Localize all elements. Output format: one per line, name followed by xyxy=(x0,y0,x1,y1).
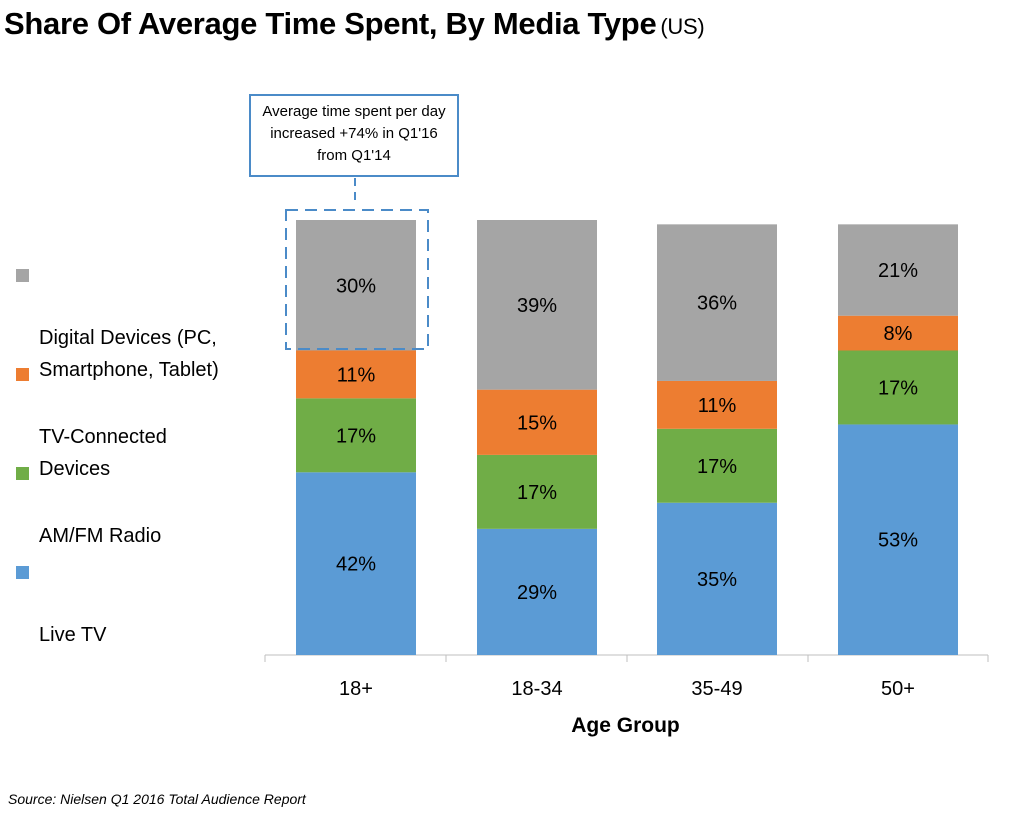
bar-digital-devices-pc-smartphone-tablet-18 xyxy=(296,220,416,351)
data-label-live-tv-50: 53% xyxy=(878,530,918,552)
legend-item-tv-connected: TV-Connected Devices xyxy=(16,357,299,517)
x-tick-label-18: 18+ xyxy=(339,678,373,700)
x-tick-label-50: 50+ xyxy=(881,678,915,700)
data-label-am-fm-radio-35-49: 17% xyxy=(697,456,737,478)
x-tick-label-35-49: 35-49 xyxy=(691,678,742,700)
bar-tv-connected-devices-18 xyxy=(296,350,416,399)
legend-swatch-digital-devices xyxy=(16,269,29,282)
bar-tv-connected-devices-18-34 xyxy=(477,389,597,455)
legend-label-amfm-radio: AM/FM Radio xyxy=(39,525,162,547)
bar-am-fm-radio-18 xyxy=(296,398,416,473)
bar-live-tv-50 xyxy=(838,424,958,655)
data-label-tv-connected-devices-50: 8% xyxy=(884,323,913,345)
bar-digital-devices-pc-smartphone-tablet-35-49 xyxy=(657,224,777,381)
legend-label-digital-devices: Digital Devices (PC, Smartphone, Tablet) xyxy=(39,327,219,381)
data-label-tv-connected-devices-35-49: 11% xyxy=(698,395,737,417)
bar-live-tv-18-34 xyxy=(477,528,597,655)
bar-live-tv-35-49 xyxy=(657,502,777,655)
data-label-live-tv-18: 42% xyxy=(336,554,376,576)
data-label-am-fm-radio-18: 17% xyxy=(336,425,376,447)
bar-digital-devices-pc-smartphone-tablet-50 xyxy=(838,224,958,316)
data-label-digital-devices-pc-smartphone-tablet-18-34: 39% xyxy=(517,295,557,317)
bar-am-fm-radio-50 xyxy=(838,350,958,425)
chart-title-text: Share Of Average Time Spent, By Media Ty… xyxy=(4,6,657,41)
legend-item-digital-devices: Digital Devices (PC, Smartphone, Tablet) xyxy=(16,258,299,418)
data-label-am-fm-radio-50: 17% xyxy=(878,377,918,399)
legend-label-tv-connected: TV-Connected Devices xyxy=(39,426,167,480)
data-label-tv-connected-devices-18: 11% xyxy=(337,364,376,386)
legend-swatch-amfm-radio xyxy=(16,467,29,480)
data-label-live-tv-35-49: 35% xyxy=(697,569,737,591)
data-label-digital-devices-pc-smartphone-tablet-35-49: 36% xyxy=(697,293,737,315)
data-label-digital-devices-pc-smartphone-tablet-50: 21% xyxy=(878,260,918,282)
bar-am-fm-radio-35-49 xyxy=(657,428,777,503)
bar-live-tv-18 xyxy=(296,472,416,655)
x-tick-label-18-34: 18-34 xyxy=(511,678,562,700)
data-label-tv-connected-devices-18-34: 15% xyxy=(517,412,557,434)
legend-label-live-tv: Live TV xyxy=(39,624,107,646)
source-note: Source: Nielsen Q1 2016 Total Audience R… xyxy=(8,791,306,807)
chart-title: Share Of Average Time Spent, By Media Ty… xyxy=(4,6,705,42)
callout-annotation: Average time spent per day increased +74… xyxy=(249,94,459,177)
bar-tv-connected-devices-50 xyxy=(838,315,958,351)
legend-item-live-tv: Live TV xyxy=(16,555,299,683)
bar-digital-devices-pc-smartphone-tablet-18-34 xyxy=(477,220,597,390)
legend-item-amfm-radio: AM/FM Radio xyxy=(16,456,299,584)
data-label-digital-devices-pc-smartphone-tablet-18: 30% xyxy=(336,275,376,297)
bar-tv-connected-devices-35-49 xyxy=(657,380,777,429)
legend-swatch-tv-connected xyxy=(16,368,29,381)
x-axis-title: Age Group xyxy=(571,714,680,737)
bar-am-fm-radio-18-34 xyxy=(477,454,597,529)
data-label-live-tv-18-34: 29% xyxy=(517,582,557,604)
chart-subtitle: (US) xyxy=(660,14,705,39)
callout-highlight-box xyxy=(285,209,429,350)
data-label-am-fm-radio-18-34: 17% xyxy=(517,482,557,504)
legend-swatch-live-tv xyxy=(16,566,29,579)
